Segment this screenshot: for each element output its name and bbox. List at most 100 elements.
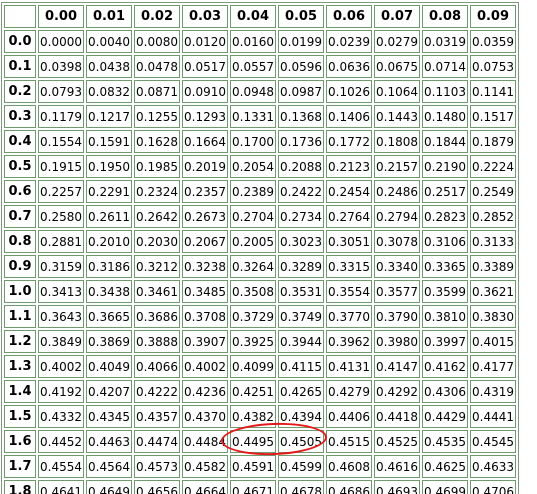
table-row: 1.6 0.4452 0.4463 0.4474 0.4484 0.4495 0.4505 0… <box>4 430 516 453</box>
table-cell: 0.3023 <box>278 230 324 253</box>
row-header: 0.1 <box>4 55 36 78</box>
table-cell: 0.0596 <box>278 55 324 78</box>
table-cell: 0.1517 <box>470 105 516 128</box>
table-row: 0.3 0.1179 0.1217 0.1255 0.1293 0.1331 0.1368 0… <box>4 105 516 128</box>
table-cell: 0.3078 <box>374 230 420 253</box>
table-cell: 0.2054 <box>230 155 276 178</box>
table-cell: 0.4706 <box>470 480 516 494</box>
table-cell: 0.4641 <box>38 480 84 494</box>
table-body: 0.0 0.0000 0.0040 0.0080 0.0120 0.0160 0.0199 0… <box>4 30 516 494</box>
table-cell: 0.4207 <box>86 380 132 403</box>
table-row: 1.3 0.4002 0.4049 0.4066 0.4002 0.4099 0.4115 0… <box>4 355 516 378</box>
table-cell: 0.1368 <box>278 105 324 128</box>
table-cell: 0.2010 <box>86 230 132 253</box>
column-header: 0.05 <box>278 5 324 28</box>
table-cell: 0.4535 <box>422 430 468 453</box>
table-cell: 0.2157 <box>374 155 420 178</box>
table-cell: 0.4429 <box>422 405 468 428</box>
table-cell: 0.2291 <box>86 180 132 203</box>
table-cell: 0.2734 <box>278 205 324 228</box>
table-cell: 0.0398 <box>38 55 84 78</box>
table-cell: 0.4656 <box>134 480 180 494</box>
row-header: 1.6 <box>4 430 36 453</box>
table-cell: 0.4192 <box>38 380 84 403</box>
table-cell: 0.1217 <box>86 105 132 128</box>
row-header: 0.8 <box>4 230 36 253</box>
table-cell: 0.3770 <box>326 305 372 328</box>
table-cell: 0.2067 <box>182 230 228 253</box>
column-header: 0.04 <box>230 5 276 28</box>
table-cell: 0.2422 <box>278 180 324 203</box>
table-cell: 0.0279 <box>374 30 420 53</box>
table-cell: 0.3997 <box>422 330 468 353</box>
table-cell: 0.2764 <box>326 205 372 228</box>
z-table: 0.00 0.01 0.02 0.03 0.04 0.05 0.06 0.07 … <box>1 2 519 494</box>
table-cell: 0.3438 <box>86 280 132 303</box>
corner-cell <box>4 5 36 28</box>
table-cell: 0.4162 <box>422 355 468 378</box>
table-cell: 0.4015 <box>470 330 516 353</box>
table-cell: 0.1700 <box>230 130 276 153</box>
table-cell: 0.2123 <box>326 155 372 178</box>
table-cell: 0.4115 <box>278 355 324 378</box>
table-cell: 0.3708 <box>182 305 228 328</box>
table-cell: 0.4319 <box>470 380 516 403</box>
table-cell: 0.0675 <box>374 55 420 78</box>
table-cell: 0.3106 <box>422 230 468 253</box>
table-cell: 0.4002 <box>38 355 84 378</box>
table-cell: 0.4418 <box>374 405 420 428</box>
table-cell: 0.3907 <box>182 330 228 353</box>
column-header: 0.01 <box>86 5 132 28</box>
table-cell: 0.2704 <box>230 205 276 228</box>
table-cell: 0.1331 <box>230 105 276 128</box>
row-header: 0.7 <box>4 205 36 228</box>
table-cell: 0.3729 <box>230 305 276 328</box>
table-row: 1.2 0.3849 0.3869 0.3888 0.3907 0.3925 0.3944 0… <box>4 330 516 353</box>
table-cell: 0.0987 <box>278 80 324 103</box>
table-cell: 0.4633 <box>470 455 516 478</box>
table-cell: 0.4177 <box>470 355 516 378</box>
table-cell: 0.4591 <box>230 455 276 478</box>
row-header: 0.4 <box>4 130 36 153</box>
table-cell: 0.3888 <box>134 330 180 353</box>
table-cell: 0.4131 <box>326 355 372 378</box>
table-cell: 0.4306 <box>422 380 468 403</box>
table-cell: 0.0517 <box>182 55 228 78</box>
table-cell: 0.4616 <box>374 455 420 478</box>
table-cell: 0.2324 <box>134 180 180 203</box>
table-cell: 0.4332 <box>38 405 84 428</box>
table-cell: 0.1179 <box>38 105 84 128</box>
table-cell: 0.3925 <box>230 330 276 353</box>
table-cell: 0.3665 <box>86 305 132 328</box>
table-cell: 0.0793 <box>38 80 84 103</box>
table-cell: 0.3365 <box>422 255 468 278</box>
table-row: 1.4 0.4192 0.4207 0.4222 0.4236 0.4251 0.4265 0… <box>4 380 516 403</box>
table-cell: 0.1293 <box>182 105 228 128</box>
table-cell: 0.2517 <box>422 180 468 203</box>
table-row: 1.0 0.3413 0.3438 0.3461 0.3485 0.3508 0.3531 0… <box>4 280 516 303</box>
table-cell: 0.3289 <box>278 255 324 278</box>
table-cell: 0.4066 <box>134 355 180 378</box>
table-cell: 0.3212 <box>134 255 180 278</box>
table-cell: 0.0040 <box>86 30 132 53</box>
table-cell: 0.0714 <box>422 55 468 78</box>
table-cell: 0.2611 <box>86 205 132 228</box>
table-cell: 0.1141 <box>470 80 516 103</box>
table-cell: 0.4406 <box>326 405 372 428</box>
table-cell: 0.3577 <box>374 280 420 303</box>
table-cell: 0.4649 <box>86 480 132 494</box>
table-cell: 0.3869 <box>86 330 132 353</box>
table-cell: 0.3944 <box>278 330 324 353</box>
table-cell: 0.4463 <box>86 430 132 453</box>
table-cell: 0.0199 <box>278 30 324 53</box>
table-row: 0.9 0.3159 0.3186 0.3212 0.3238 0.3264 0.3289 0… <box>4 255 516 278</box>
column-header: 0.07 <box>374 5 420 28</box>
table-cell: 0.3461 <box>134 280 180 303</box>
table-cell: 0.0948 <box>230 80 276 103</box>
table-cell: 0.4099 <box>230 355 276 378</box>
table-cell: 0.3186 <box>86 255 132 278</box>
table-cell: 0.3810 <box>422 305 468 328</box>
table-cell: 0.1808 <box>374 130 420 153</box>
table-cell: 0.1985 <box>134 155 180 178</box>
table-cell: 0.3962 <box>326 330 372 353</box>
